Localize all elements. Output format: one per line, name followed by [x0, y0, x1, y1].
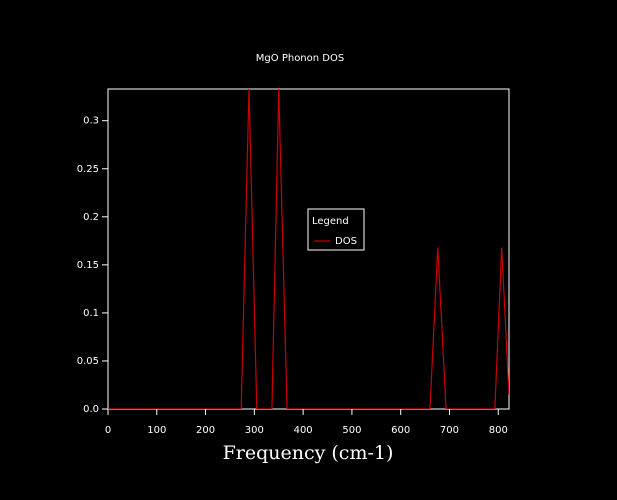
x-tick-label: 800 — [489, 425, 508, 436]
y-tick-label: 0.15 — [77, 260, 99, 271]
y-tick-label: 0.2 — [83, 212, 99, 223]
legend-title: Legend — [312, 216, 349, 227]
y-tick-label: 0.05 — [77, 356, 99, 367]
x-axis-label: Frequency (cm-1) — [223, 442, 394, 464]
y-tick-label: 0.0 — [83, 404, 99, 415]
legend-box — [307, 208, 365, 251]
x-tick-label: 700 — [440, 425, 459, 436]
x-tick-label: 200 — [196, 425, 215, 436]
x-tick-label: 0 — [105, 425, 111, 436]
y-tick-label: 0.1 — [83, 308, 99, 319]
chart-title: MgO Phonon DOS — [256, 53, 344, 64]
y-tick-label: 0.25 — [77, 164, 99, 175]
y-tick-label: 0.3 — [83, 116, 99, 127]
x-tick-label: 300 — [245, 425, 264, 436]
legend-label: DOS — [335, 236, 357, 247]
x-tick-label: 500 — [342, 425, 361, 436]
x-tick-label: 400 — [294, 425, 313, 436]
x-tick-label: 100 — [147, 425, 166, 436]
x-tick-label: 600 — [391, 425, 410, 436]
